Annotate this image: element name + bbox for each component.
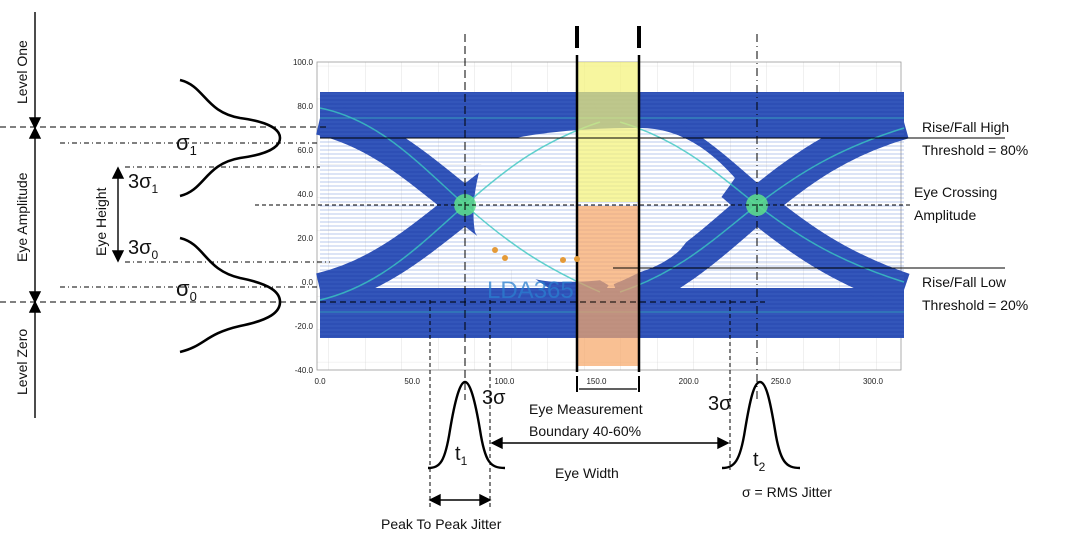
- x-tick-label: 200.0: [679, 377, 700, 386]
- eye-width-label: Eye Width: [555, 465, 619, 481]
- sample-dots: [492, 247, 580, 263]
- yellow-band: [577, 62, 639, 202]
- peak-to-peak-label: Peak To Peak Jitter: [381, 516, 502, 532]
- gaussian-t1: [427, 380, 506, 470]
- y-tick-label: 60.0: [297, 146, 313, 155]
- eye-crossing-label: Eye Crossing Amplitude: [914, 184, 1001, 223]
- rise-fall-low-label: Rise/Fall Low Threshold = 20%: [922, 274, 1028, 313]
- y-tick-label: 20.0: [297, 234, 313, 243]
- x-axis-ticks: 0.0 50.0 100.0 150.0 200.0 250.0 300.0: [314, 377, 883, 386]
- y-tick-label: 0.0: [302, 278, 314, 287]
- y-tick-label: 40.0: [297, 190, 313, 199]
- three-sigma-left-label: 3σ: [482, 387, 506, 409]
- sigma0-label: σ0: [176, 276, 197, 304]
- y-tick-label: -40.0: [295, 366, 314, 375]
- gaussian-level-zero: [179, 236, 282, 354]
- sigma1-label: σ1: [176, 130, 197, 158]
- y-tick-label: -20.0: [295, 322, 314, 331]
- y-tick-label: 80.0: [297, 102, 313, 111]
- rms-jitter-label: σ = RMS Jitter: [742, 484, 832, 500]
- three-sigma0-label: 3σ0: [128, 237, 158, 262]
- x-tick-label: 250.0: [771, 377, 792, 386]
- x-tick-label: 300.0: [863, 377, 884, 386]
- t1-label: t1: [455, 443, 468, 468]
- x-tick-label: 150.0: [586, 377, 607, 386]
- eye-measurement-label: Eye Measurement Boundary 40-60%: [529, 401, 647, 439]
- three-sigma-right-label: 3σ: [708, 393, 732, 415]
- rise-fall-high-label: Rise/Fall High Threshold = 80%: [922, 119, 1028, 158]
- watermark: LDA365: [487, 277, 574, 304]
- eye-amplitude-label: Eye Amplitude: [14, 172, 30, 262]
- x-tick-label: 100.0: [494, 377, 515, 386]
- t2-label: t2: [753, 449, 766, 474]
- eye-height-label: Eye Height: [93, 187, 109, 256]
- y-axis-ticks: 100.0 80.0 60.0 40.0 20.0 0.0 -20.0 -40.0: [293, 58, 314, 375]
- gaussian-t2: [721, 380, 801, 470]
- three-sigma1-label: 3σ1: [128, 171, 158, 196]
- x-tick-label: 50.0: [404, 377, 420, 386]
- level-one-label: Level One: [14, 40, 30, 104]
- orange-band: [577, 206, 639, 366]
- x-tick-label: 0.0: [314, 377, 326, 386]
- gaussian-level-one: [179, 78, 282, 198]
- level-zero-label: Level Zero: [14, 329, 30, 395]
- y-tick-label: 100.0: [293, 58, 314, 67]
